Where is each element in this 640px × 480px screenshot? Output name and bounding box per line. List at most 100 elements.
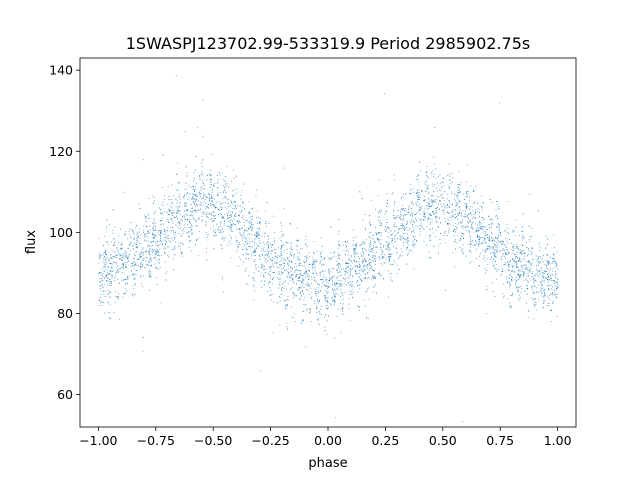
data-point	[374, 242, 376, 244]
data-point	[400, 219, 402, 221]
data-point	[496, 215, 498, 217]
data-point	[530, 251, 532, 253]
data-point	[168, 210, 170, 212]
data-point	[427, 212, 429, 214]
data-point	[116, 250, 118, 252]
data-point	[535, 255, 537, 257]
data-point	[329, 280, 330, 282]
data-point	[191, 224, 192, 226]
data-point	[133, 268, 135, 270]
data-point	[147, 233, 149, 234]
data-point	[148, 290, 150, 291]
data-point	[548, 270, 550, 272]
data-point	[322, 270, 323, 272]
data-point	[519, 258, 521, 260]
data-point	[502, 243, 504, 245]
data-point	[473, 201, 475, 203]
data-point	[259, 256, 261, 258]
data-point	[286, 276, 288, 278]
data-point	[116, 271, 118, 273]
data-point	[352, 296, 353, 298]
data-point	[266, 202, 268, 204]
data-point	[200, 204, 202, 206]
data-point	[172, 222, 174, 224]
data-point	[479, 237, 481, 239]
data-point	[436, 210, 438, 212]
data-point	[395, 240, 397, 242]
data-point	[521, 230, 523, 232]
data-point	[239, 228, 241, 229]
data-point	[167, 218, 168, 220]
data-point	[312, 263, 314, 265]
data-point	[148, 265, 150, 267]
data-point	[439, 222, 441, 224]
data-point	[342, 307, 344, 309]
data-point	[345, 262, 346, 264]
data-point	[437, 225, 439, 227]
data-point	[147, 237, 149, 239]
data-point	[213, 248, 215, 250]
data-point	[143, 225, 145, 227]
data-point	[145, 260, 147, 262]
data-point	[180, 227, 182, 229]
data-point	[535, 309, 537, 311]
data-point	[541, 281, 542, 283]
data-point	[194, 209, 196, 211]
data-point	[189, 214, 191, 216]
data-point	[298, 287, 300, 289]
data-point	[460, 201, 462, 203]
data-point	[466, 203, 468, 205]
data-point	[485, 234, 487, 236]
data-point	[356, 281, 357, 283]
data-point	[410, 249, 412, 251]
data-point	[340, 283, 342, 285]
data-point	[454, 200, 456, 202]
data-point	[364, 259, 366, 261]
data-point	[298, 277, 300, 279]
data-point	[532, 278, 534, 280]
data-point	[362, 219, 364, 221]
data-point	[137, 259, 139, 261]
data-point	[353, 260, 355, 262]
data-point	[241, 227, 243, 229]
data-point	[458, 184, 460, 186]
data-point	[300, 286, 302, 288]
data-point	[400, 211, 402, 213]
data-point	[310, 276, 312, 278]
data-point	[372, 252, 374, 254]
data-point	[498, 224, 500, 226]
data-point	[486, 258, 488, 260]
data-point	[409, 193, 411, 194]
data-point	[255, 217, 257, 219]
data-point	[163, 248, 165, 250]
data-point	[406, 247, 408, 249]
data-point	[185, 202, 187, 204]
data-point	[436, 187, 438, 189]
data-point	[130, 229, 132, 230]
data-point	[364, 258, 365, 259]
data-point	[531, 275, 533, 277]
data-point	[154, 263, 156, 265]
data-point	[287, 262, 289, 264]
data-point	[506, 246, 508, 248]
data-point	[393, 179, 395, 181]
data-point	[276, 257, 278, 258]
data-point	[114, 301, 116, 303]
data-point	[308, 252, 310, 254]
data-point	[152, 228, 154, 230]
data-point	[490, 247, 492, 249]
data-point	[465, 207, 467, 209]
data-point	[522, 237, 523, 239]
data-point	[259, 229, 261, 231]
data-point	[333, 295, 335, 297]
data-point	[228, 198, 229, 200]
data-point	[515, 266, 517, 268]
data-point	[408, 213, 410, 214]
data-point	[225, 197, 227, 199]
data-point	[503, 253, 505, 255]
data-point	[111, 282, 112, 284]
data-point	[326, 334, 327, 336]
data-point	[190, 198, 192, 200]
data-point	[207, 203, 209, 205]
data-point	[293, 255, 295, 257]
